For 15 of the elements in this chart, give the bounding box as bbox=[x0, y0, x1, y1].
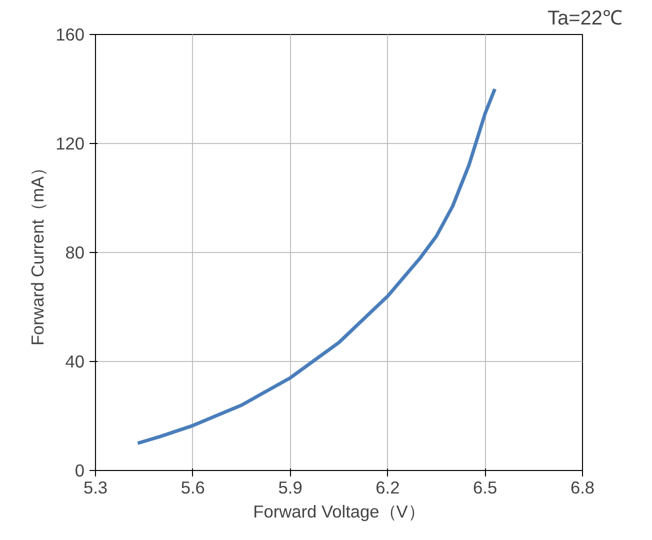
x-tick-label: 5.3 bbox=[83, 478, 108, 498]
y-tick-label: 40 bbox=[65, 352, 85, 372]
line-series bbox=[136, 87, 497, 445]
y-tick-label: 160 bbox=[56, 24, 85, 44]
x-tick-label: 6.2 bbox=[376, 478, 400, 498]
x-tick-label: 5.9 bbox=[278, 478, 302, 498]
y-tick-label: 0 bbox=[74, 460, 85, 480]
x-tick-label: 5.6 bbox=[180, 478, 205, 498]
x-tick-label: 6.5 bbox=[473, 478, 498, 498]
x-tick-label: 6.8 bbox=[570, 478, 595, 498]
x-axis-title: Forward Voltage（V） bbox=[253, 502, 425, 522]
text: Ta=22℃ bbox=[547, 8, 623, 30]
y-axis-title: Forward Current（mA） bbox=[28, 159, 48, 346]
y-tick-label: 80 bbox=[65, 242, 85, 262]
y-tick-label: 120 bbox=[56, 134, 85, 154]
